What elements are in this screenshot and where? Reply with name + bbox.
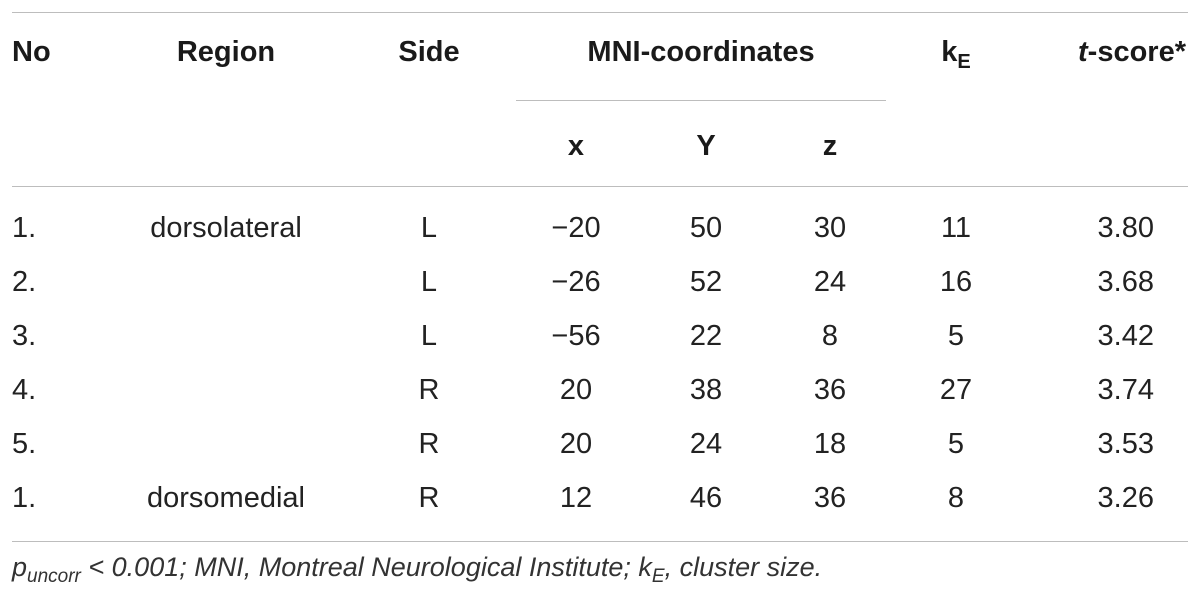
cell-x: −20: [551, 212, 601, 244]
cell-t: 3.42: [1097, 320, 1154, 352]
cell-k: 27: [939, 374, 973, 406]
cell-x: −56: [551, 320, 601, 352]
cell-x: 20: [559, 374, 593, 406]
cell-z: 30: [813, 212, 847, 244]
cell-side: L: [420, 320, 438, 352]
cell-x: −26: [551, 266, 601, 298]
header-cluster-size: kE: [941, 36, 971, 73]
cell-k: 5: [947, 428, 965, 460]
cell-t: 3.26: [1097, 482, 1154, 514]
header-x: x: [567, 130, 585, 162]
header-bottom-rule: [12, 186, 1188, 187]
cell-x: 20: [559, 428, 593, 460]
table-footnote: puncorr < 0.001; MNI, Montreal Neurologi…: [12, 552, 823, 587]
cell-k: 16: [939, 266, 973, 298]
results-table: No Region Side MNI-coordinates kE t-scor…: [12, 12, 1188, 542]
cell-z: 18: [813, 428, 847, 460]
cell-side: L: [420, 266, 438, 298]
cell-region: dorsomedial: [147, 482, 305, 514]
cell-side: R: [418, 374, 440, 406]
cell-side: R: [418, 482, 440, 514]
cell-y: 22: [689, 320, 723, 352]
cell-t: 3.74: [1097, 374, 1154, 406]
header-no: No: [12, 36, 51, 68]
cell-side: L: [420, 212, 438, 244]
cell-z: 8: [821, 320, 839, 352]
cell-t: 3.68: [1097, 266, 1154, 298]
cell-no: 5.: [12, 428, 37, 460]
cell-no: 1.: [12, 482, 37, 514]
cell-z: 36: [813, 374, 847, 406]
cell-t: 3.53: [1097, 428, 1154, 460]
cell-k: 8: [947, 482, 965, 514]
cell-y: 50: [689, 212, 723, 244]
cell-x: 12: [559, 482, 593, 514]
mni-subheader-rule: [516, 100, 886, 101]
cell-y: 24: [689, 428, 723, 460]
header-t-score: t-score*: [1078, 36, 1186, 68]
header-mni-coordinates: MNI-coordinates: [587, 36, 815, 68]
cell-side: R: [418, 428, 440, 460]
header-side: Side: [398, 36, 460, 68]
cell-k: 11: [940, 212, 972, 244]
cell-no: 3.: [12, 320, 37, 352]
header-z: z: [822, 130, 838, 162]
cell-z: 36: [813, 482, 847, 514]
cell-y: 38: [689, 374, 723, 406]
header-y: Y: [696, 130, 716, 162]
header-region: Region: [176, 36, 276, 68]
cell-no: 2.: [12, 266, 37, 298]
bottom-rule: [12, 541, 1188, 542]
cell-region: dorsolateral: [150, 212, 302, 244]
cell-y: 52: [689, 266, 723, 298]
cell-k: 5: [947, 320, 965, 352]
cell-y: 46: [689, 482, 723, 514]
cell-t: 3.80: [1097, 212, 1154, 244]
cell-no: 1.: [12, 212, 37, 244]
cell-z: 24: [813, 266, 847, 298]
cell-no: 4.: [12, 374, 37, 406]
top-rule: [12, 12, 1188, 13]
